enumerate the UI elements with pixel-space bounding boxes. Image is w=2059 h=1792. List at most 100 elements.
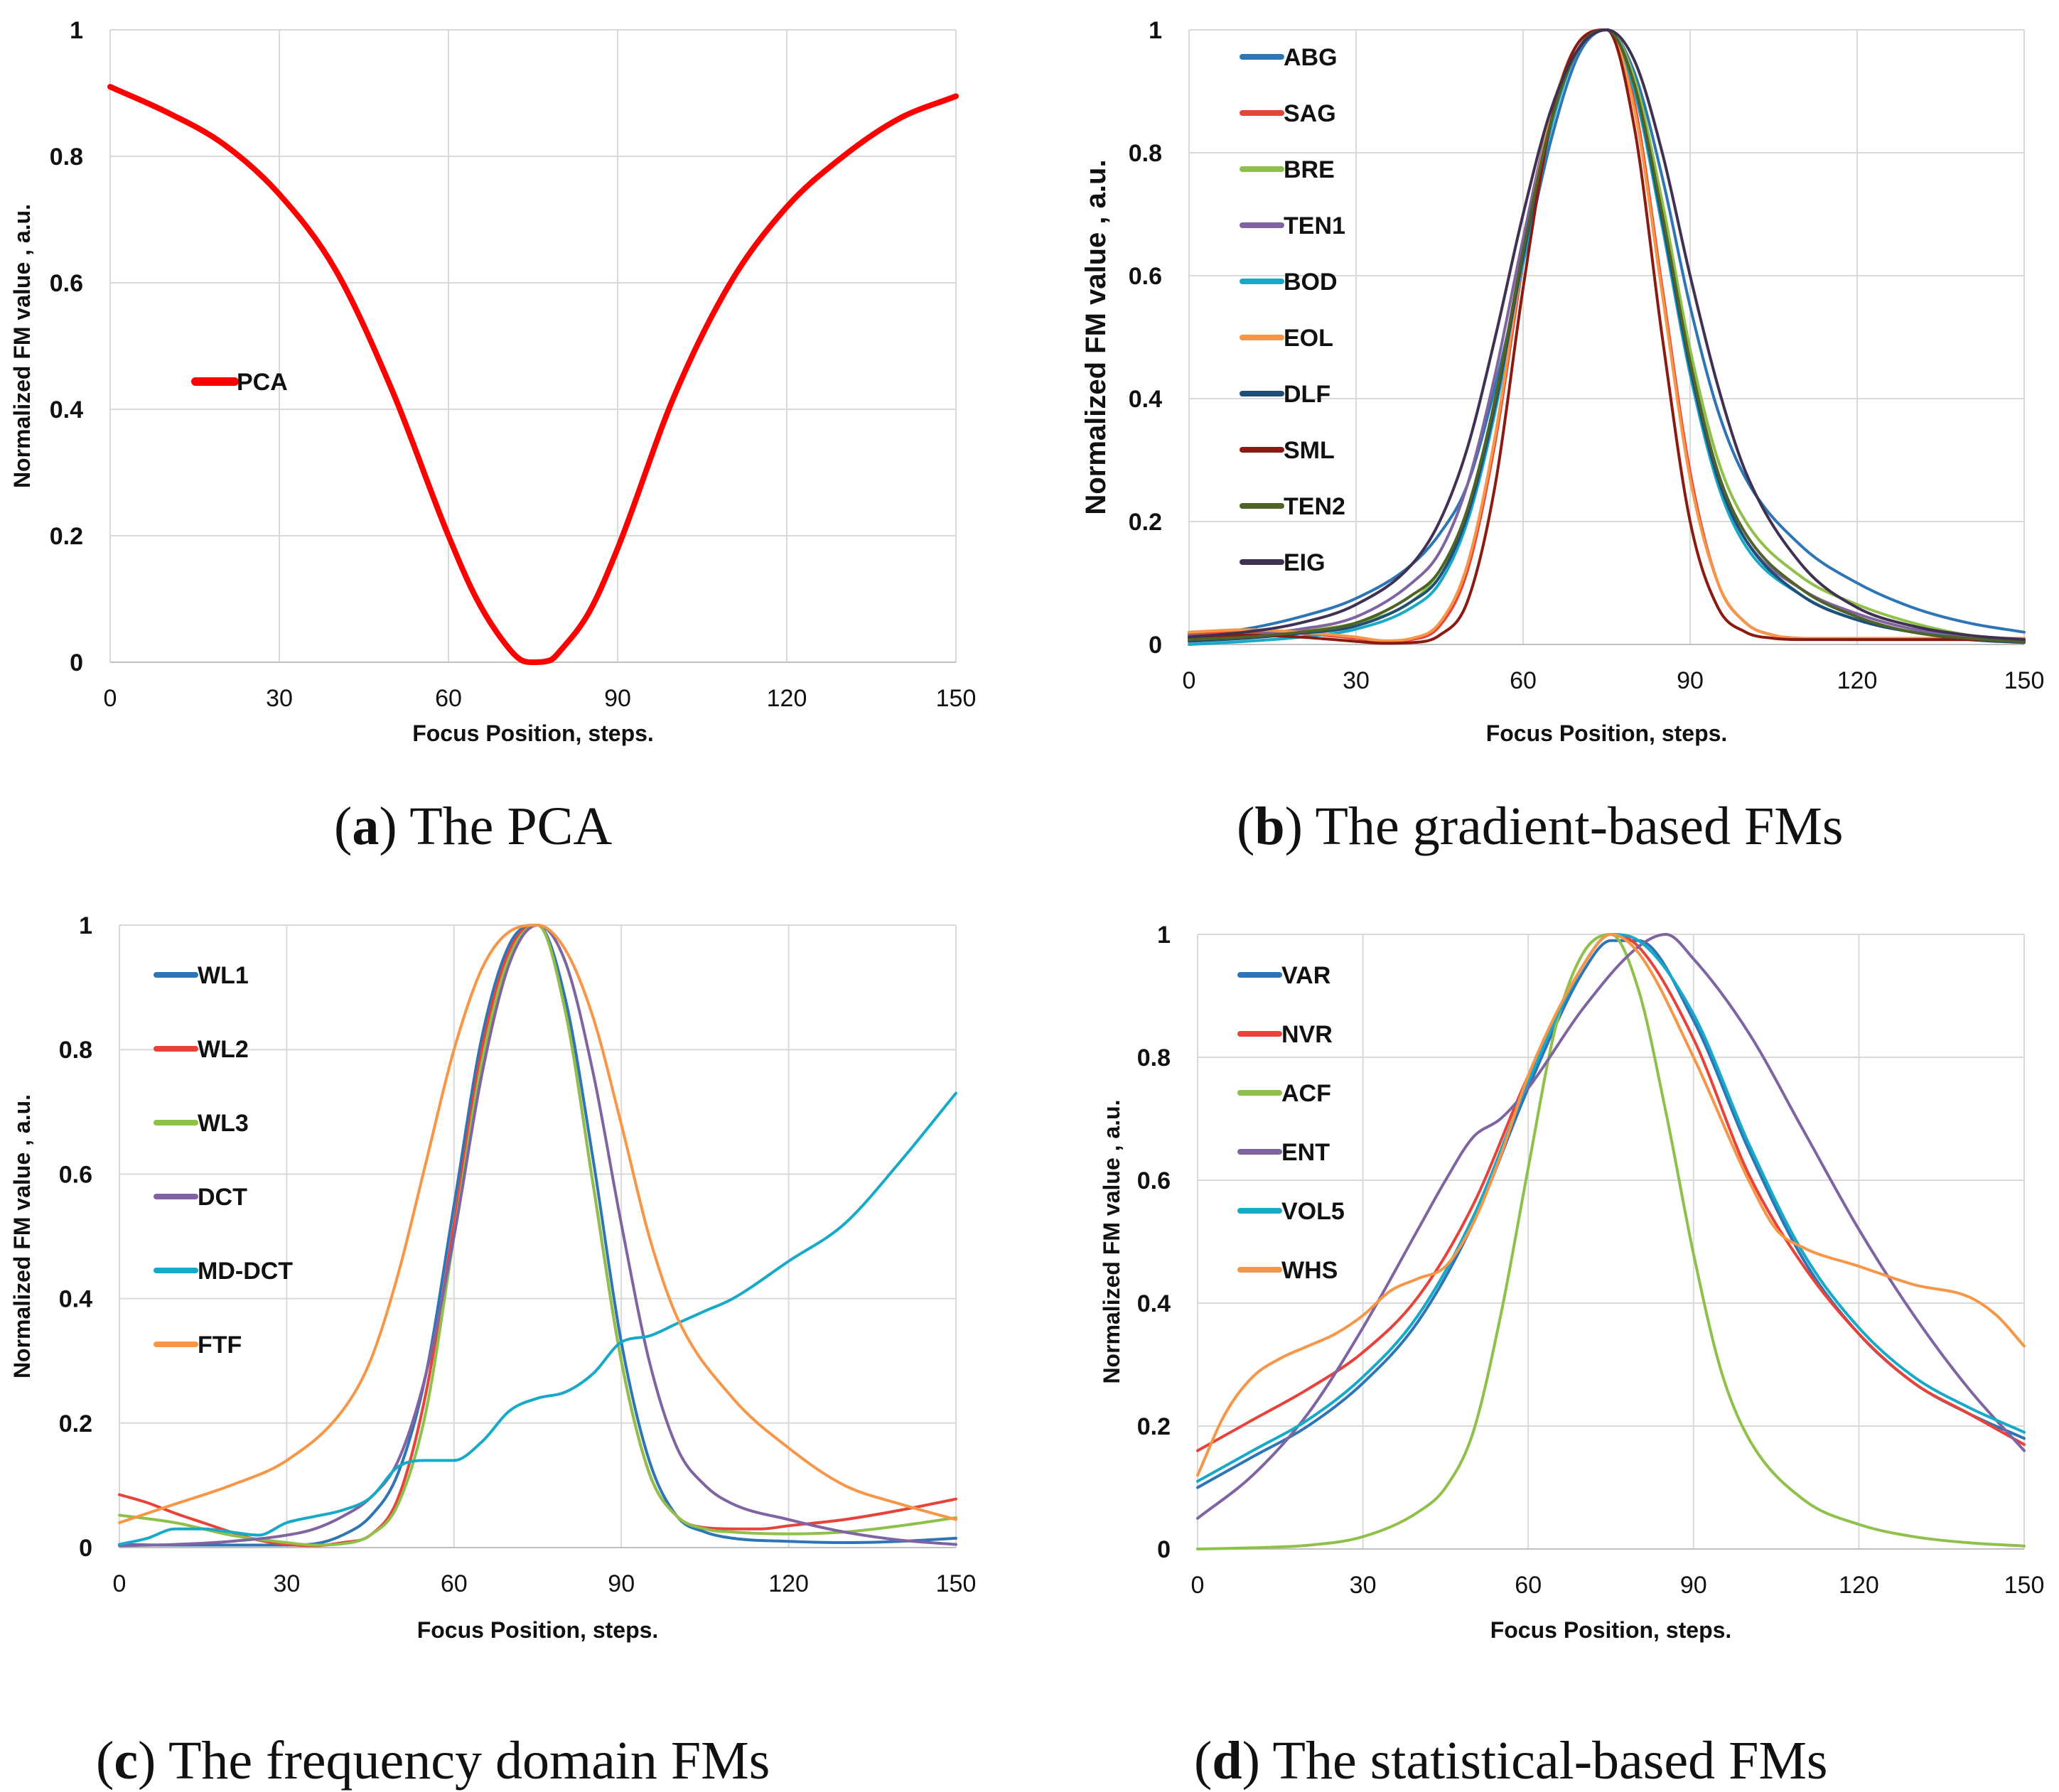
y-axis-label: Normalized FM value , a.u. — [1099, 1099, 1124, 1383]
caption-d: (d) The statistical-based FMs — [1194, 1731, 1828, 1791]
x-tick-label: 60 — [435, 685, 462, 712]
x-tick-label: 90 — [608, 1570, 635, 1597]
x-axis-label: Focus Position, steps. — [412, 720, 654, 746]
legend-label-var: VAR — [1281, 962, 1330, 989]
y-tick-label: 0.2 — [1129, 509, 1162, 536]
series-line-nvr — [1196, 933, 2026, 1452]
legend-label-bre: BRE — [1284, 156, 1335, 183]
y-axis-label: Normalized FM value , a.u. — [9, 1094, 35, 1378]
y-tick-label: 0.8 — [1129, 140, 1162, 167]
legend-label-whs: WHS — [1281, 1257, 1338, 1284]
x-tick-label: 0 — [1191, 1572, 1205, 1599]
y-tick-label: 1 — [79, 912, 92, 939]
caption-a: (a) The PCA — [334, 797, 613, 856]
x-tick-label: 90 — [1677, 667, 1704, 694]
legend-label-vol5: VOL5 — [1281, 1198, 1345, 1225]
legend-label-wl3: WL3 — [198, 1110, 249, 1137]
legend-label-sag: SAG — [1284, 100, 1336, 127]
legend-label-wl1: WL1 — [198, 962, 249, 989]
x-tick-label: 60 — [1515, 1572, 1542, 1599]
x-tick-label: 0 — [1183, 667, 1196, 694]
series-line-acf — [1196, 933, 2026, 1550]
x-tick-label: 0 — [104, 685, 117, 712]
y-tick-label: 0.8 — [1137, 1045, 1171, 1072]
y-tick-label: 0.2 — [50, 523, 83, 550]
caption-c: (c) The frequency domain FMs — [96, 1731, 770, 1791]
x-tick-label: 60 — [441, 1570, 468, 1597]
x-tick-label: 120 — [767, 685, 807, 712]
chart-panel-c: 0 30 60 90 120 150 0 0.2 0.4 0.6 0.8 1 Focus Positio… — [9, 912, 976, 1643]
y-tick-label: 0 — [1149, 632, 1162, 659]
x-tick-label: 150 — [2004, 667, 2045, 694]
y-axis-label: Normalized FM value , a.u. — [9, 204, 35, 488]
legend: PCA — [191, 369, 288, 396]
y-tick-label: 0.2 — [1137, 1413, 1171, 1440]
x-tick-label: 150 — [936, 685, 977, 712]
caption-b: (b) The gradient-based FMs — [1237, 797, 1844, 856]
series-line-wl2 — [118, 924, 957, 1548]
y-tick-label: 0.2 — [59, 1410, 92, 1437]
y-tick-label: 0.4 — [1137, 1290, 1171, 1317]
x-tick-label: 30 — [1350, 1572, 1377, 1599]
legend: ABG SAG BRE TEN1 BOD EOL DLF SML TEN2 EIG — [1240, 44, 1345, 576]
y-tick-label: 0.4 — [59, 1286, 92, 1313]
chart-panel-d: 0 30 60 90 120 150 0 0.2 0.4 0.6 0.8 1 Focus Positio… — [1099, 922, 2044, 1643]
y-tick-label: 0.6 — [59, 1161, 92, 1188]
series-line-eig — [1188, 28, 2026, 642]
x-tick-label: 120 — [1837, 667, 1878, 694]
x-tick-label: 120 — [1839, 1572, 1879, 1599]
y-tick-label: 0.8 — [50, 144, 83, 171]
x-tick-label: 30 — [1343, 667, 1370, 694]
x-tick-label: 150 — [2004, 1572, 2045, 1599]
y-tick-label: 0 — [70, 649, 83, 676]
y-tick-label: 0.4 — [1129, 386, 1162, 413]
legend: WL1 WL2 WL3 DCT MD-DCT FTF — [154, 962, 293, 1359]
legend-label-pca: PCA — [237, 369, 288, 396]
y-axis-label: Normalized FM value , a.u. — [1080, 159, 1112, 514]
legend-label-dct: DCT — [198, 1184, 247, 1211]
y-tick-label: 0 — [79, 1535, 92, 1562]
y-tick-label: 0 — [1157, 1536, 1171, 1563]
legend-label-bod: BOD — [1284, 269, 1338, 296]
y-tick-label: 0.4 — [50, 396, 83, 423]
series-line-md-dct — [118, 1091, 957, 1546]
series-line-whs — [1196, 933, 2026, 1477]
legend-label-dlf: DLF — [1284, 381, 1330, 408]
y-tick-label: 0.8 — [59, 1037, 92, 1064]
y-tick-label: 1 — [1157, 922, 1171, 949]
x-tick-label: 60 — [1510, 667, 1537, 694]
x-tick-label: 90 — [604, 685, 631, 712]
legend-label-ent: ENT — [1281, 1139, 1330, 1166]
chart-panel-b: 0 30 60 90 120 150 0 0.2 0.4 0.6 0.8 1 Focus Positio… — [1080, 17, 2044, 746]
x-axis-label: Focus Position, steps. — [417, 1617, 659, 1643]
legend-label-abg: ABG — [1284, 44, 1338, 71]
series-line-pca — [107, 84, 959, 665]
y-tick-label: 0.6 — [1137, 1167, 1171, 1194]
legend-label-wl2: WL2 — [198, 1036, 249, 1063]
legend-label-nvr: NVR — [1281, 1021, 1333, 1048]
chart-panel-a: 0 30 60 90 120 150 0 0.2 0.4 0.6 0.8 1 Focus Positio… — [9, 17, 976, 746]
series-line-ftf — [118, 924, 957, 1524]
x-tick-label: 30 — [273, 1570, 300, 1597]
legend-label-eig: EIG — [1284, 549, 1326, 576]
x-axis-label: Focus Position, steps. — [1486, 720, 1728, 746]
x-tick-label: 30 — [266, 685, 293, 712]
legend: VAR NVR ACF ENT VOL5 WHS — [1237, 962, 1345, 1284]
y-tick-label: 1 — [70, 17, 83, 44]
x-tick-label: 150 — [936, 1570, 977, 1597]
legend-label-md-dct: MD-DCT — [198, 1258, 293, 1285]
x-tick-label: 90 — [1680, 1572, 1707, 1599]
legend-label-acf: ACF — [1281, 1080, 1331, 1107]
x-axis-label: Focus Position, steps. — [1490, 1617, 1732, 1643]
legend-label-eol: EOL — [1284, 325, 1333, 352]
y-tick-label: 1 — [1149, 17, 1162, 44]
x-tick-label: 0 — [113, 1570, 127, 1597]
series-line-dct — [118, 924, 957, 1548]
y-tick-label: 0.6 — [50, 270, 83, 297]
legend-label-sml: SML — [1284, 437, 1335, 464]
legend-label-ftf: FTF — [198, 1332, 242, 1359]
legend-label-ten1: TEN1 — [1284, 212, 1345, 239]
x-tick-label: 120 — [768, 1570, 809, 1597]
legend-label-ten2: TEN2 — [1284, 493, 1345, 520]
